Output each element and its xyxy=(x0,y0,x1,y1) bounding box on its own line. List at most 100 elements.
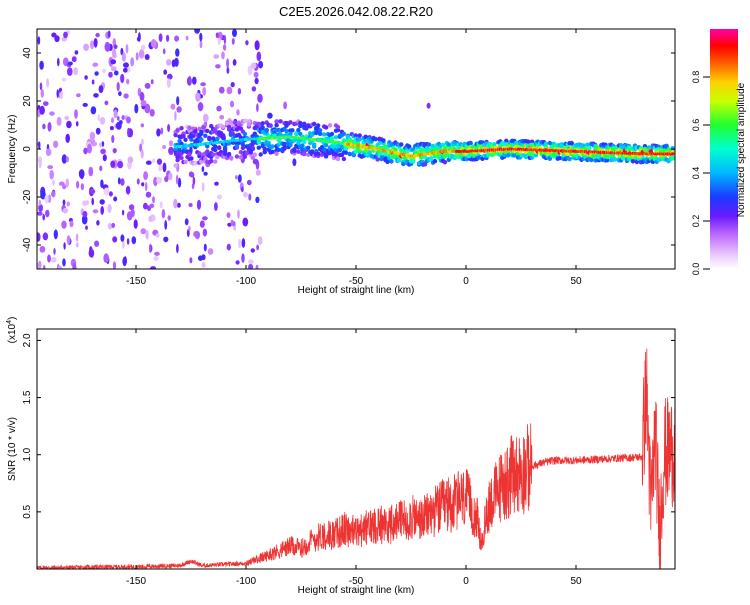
heatmap-cell xyxy=(149,203,155,209)
heatmap-cell xyxy=(136,178,140,185)
heatmap-cell xyxy=(39,60,44,70)
heatmap-cell xyxy=(215,64,221,69)
heatmap-cell xyxy=(284,128,289,134)
heatmap-cell xyxy=(251,86,257,92)
heatmap-cell xyxy=(42,213,45,221)
heatmap-cell xyxy=(264,128,269,133)
heatmap-cell xyxy=(123,62,129,68)
heatmap-cell xyxy=(216,105,222,112)
heatmap-cell xyxy=(82,210,88,218)
heatmap-cell xyxy=(333,152,339,157)
heatmap-cell xyxy=(89,131,96,141)
heatmap-cell xyxy=(156,176,163,184)
heatmap-cell xyxy=(228,155,234,160)
heatmap-cell xyxy=(215,32,219,38)
heatmap-cell xyxy=(164,176,169,183)
figure-title: C2E5.2026.042.08.22.R20 xyxy=(279,4,433,19)
heatmap-cell xyxy=(302,139,307,145)
heatmap-cell xyxy=(255,169,261,176)
heatmap-cell xyxy=(50,257,57,263)
heatmap-cell xyxy=(422,162,428,167)
heatmap-cell xyxy=(152,158,156,163)
heatmap-cell xyxy=(69,220,74,228)
heatmap-cell xyxy=(399,142,404,147)
snr-x-tick-label: 50 xyxy=(570,576,582,587)
heatmap-cell xyxy=(585,142,590,147)
heatmap-cell xyxy=(87,143,92,154)
heatmap-cell xyxy=(78,169,85,179)
heatmap-cell xyxy=(47,194,52,203)
heatmap-cell xyxy=(168,140,174,147)
heatmap-cell xyxy=(154,251,160,256)
heatmap-cell xyxy=(107,204,112,213)
heatmap-cell xyxy=(83,147,88,155)
heatmap-cell xyxy=(262,149,267,155)
heatmap-cell xyxy=(213,144,218,149)
heatmap-cell xyxy=(188,75,192,86)
heatmap-cell xyxy=(199,32,203,42)
heatmap-cell xyxy=(170,103,176,110)
heatmap-cell xyxy=(296,149,301,154)
heatmap-cell xyxy=(162,145,167,149)
heatmap-cell xyxy=(529,139,535,144)
heatmap-cell xyxy=(216,194,223,200)
heatmap-cell xyxy=(226,86,233,95)
heatmap-cell xyxy=(341,131,347,136)
heatmap-cell xyxy=(58,265,62,269)
heatmap-cell xyxy=(213,127,218,133)
heatmap-cell xyxy=(185,35,189,41)
heatmap-cell xyxy=(302,151,307,157)
heatmap-cell xyxy=(57,57,60,67)
heatmap-cell xyxy=(258,60,264,69)
heatmap-cell xyxy=(486,152,491,157)
heatmap-cell xyxy=(559,143,564,149)
heatmap-cell xyxy=(335,124,341,130)
heatmap-cell xyxy=(65,156,69,163)
heatmap-cell xyxy=(75,242,79,248)
heatmap-cell xyxy=(145,191,152,198)
heatmap-cell xyxy=(223,34,227,45)
heatmap-cell xyxy=(94,240,100,247)
heatmap-cell xyxy=(176,96,180,106)
heatmap-cell xyxy=(179,126,184,131)
heatmap-cell xyxy=(166,78,171,88)
heatmap-cell xyxy=(426,142,432,147)
heatmap-cell xyxy=(292,148,297,154)
heatmap-cell xyxy=(199,137,204,142)
heatmap-cell xyxy=(347,151,352,157)
heatmap-cell xyxy=(47,165,54,170)
heatmap-cell xyxy=(44,194,49,204)
heatmap-cell xyxy=(130,208,135,218)
snr-y-axis-label: SNR (10 * v/v) xyxy=(7,417,18,481)
heatmap-cell xyxy=(194,29,200,34)
heatmap-cell xyxy=(126,238,130,245)
heatmap-cell xyxy=(92,209,99,214)
heatmap-cell xyxy=(40,89,44,98)
heatmap-cell xyxy=(61,220,67,229)
heatmap-cell xyxy=(282,141,287,146)
heatmap-cell xyxy=(76,180,80,189)
heatmap-cell xyxy=(613,157,618,162)
heatmap-cell xyxy=(343,150,349,155)
heatmap-cell xyxy=(229,100,235,108)
heatmap-cell xyxy=(92,141,98,147)
heatmap-cell xyxy=(110,160,116,168)
heatmap-cell xyxy=(67,67,73,76)
heatmap-cell xyxy=(72,263,77,269)
heatmap-cell xyxy=(145,229,149,240)
snr-y-scale-label: (x104) xyxy=(6,317,18,344)
heatmap-cell xyxy=(227,222,232,227)
heatmap-cell xyxy=(75,121,79,127)
heatmap-cell xyxy=(282,146,287,151)
heatmap-cell xyxy=(199,40,203,49)
heatmap-cell xyxy=(73,67,78,76)
heatmap-cell xyxy=(111,222,115,228)
heatmap-cell xyxy=(220,124,226,130)
heatmap-cell xyxy=(237,174,242,183)
heatmap-cell xyxy=(183,137,188,142)
snr-y-tick-label: 0.5 xyxy=(22,504,33,518)
heatmap-cell xyxy=(192,76,197,85)
heatmap-cell xyxy=(159,201,163,209)
heatmap-cell xyxy=(144,82,151,89)
